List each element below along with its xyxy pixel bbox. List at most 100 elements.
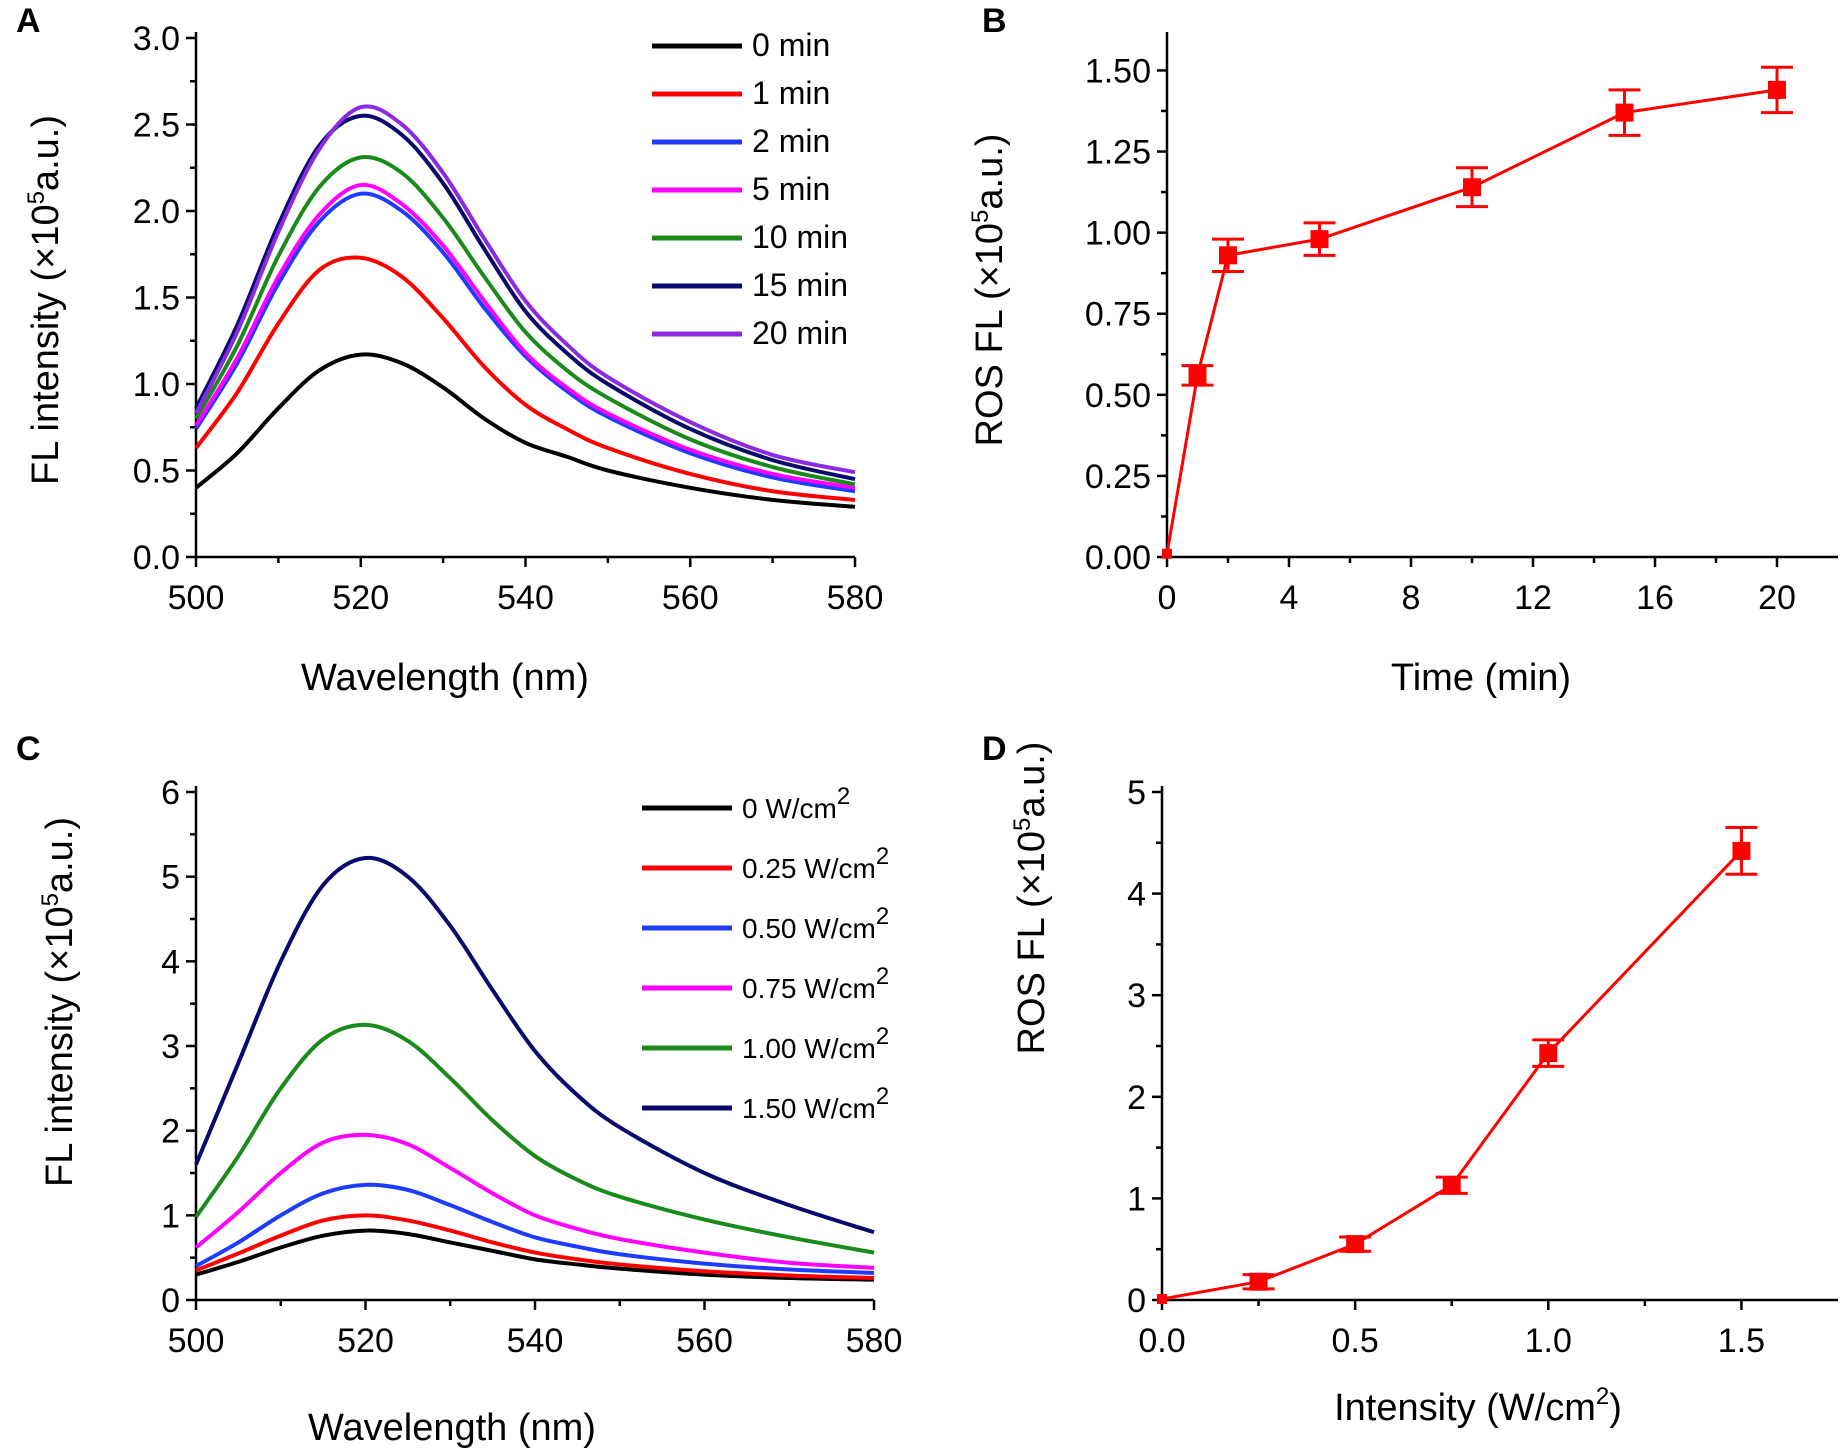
legend-label: 1.50 W/cm2 [742, 1083, 889, 1124]
y-tick-label: 1.25 [1085, 134, 1151, 172]
y-tick-label: 2 [1127, 1079, 1146, 1117]
legend-label: 15 min [752, 267, 848, 303]
x-tick-label: 540 [497, 579, 554, 617]
x-tick-label: 0.0 [1138, 1322, 1185, 1360]
data-point [1162, 548, 1172, 559]
series-line-1.00-w-cm [194, 1022, 875, 1255]
series-line-0.75-w-cm [194, 1132, 875, 1270]
series-connector [1161, 849, 1743, 1301]
data-point [1768, 80, 1786, 99]
series-line-1-min [194, 255, 856, 502]
x-tick-label: 12 [1514, 579, 1552, 617]
panel-label-b: B [982, 2, 1007, 40]
y-tick-label: 0.50 [1085, 377, 1151, 415]
y-tick-label: 1 [161, 1197, 180, 1235]
panel-b: 0.00 0.25 0.50 0.75 1.00 1.25 1.50 0 4 8 12 16 20 [1085, 32, 1838, 617]
y-tick-label: 4 [161, 943, 180, 981]
legend-label: 1.00 W/cm2 [742, 1023, 889, 1064]
y-tick-label: 2.0 [133, 193, 180, 231]
panel-label-a: A [16, 2, 41, 40]
y-tick-label: 5 [1127, 774, 1146, 812]
data-point [1442, 1176, 1461, 1195]
x-tick-label: 500 [168, 1322, 225, 1360]
panel-label-c: C [16, 730, 41, 768]
y-tick-label: 1.5 [133, 280, 180, 318]
y-tick-label: 2 [161, 1113, 180, 1151]
data-point [1732, 841, 1751, 860]
legend-label: 0 min [752, 27, 830, 63]
panel-d-x-axis-label: Intensity (W/cm2) [1334, 1383, 1622, 1429]
y-tick-label: 3 [1127, 977, 1146, 1015]
data-point [1219, 246, 1237, 265]
y-tick-label: 0 [1127, 1282, 1146, 1320]
panel-label-d: D [982, 730, 1007, 768]
panel-d-y-axis-label: ROS FL (×105a.u.) [1009, 742, 1053, 1055]
data-point [1157, 1293, 1167, 1304]
panel-d: 0 1 2 3 4 5 0.0 0.5 1.0 1.5 [1127, 774, 1838, 1360]
x-tick-label: 0 [1158, 579, 1177, 617]
y-tick-label: 0.00 [1085, 539, 1151, 577]
series-connector [1165, 88, 1778, 555]
panel-a-y-axis-label: FL intensity (×105a.u.) [23, 115, 67, 485]
series-line-0.50-w-cm [195, 1182, 875, 1275]
series-line-15-min [194, 113, 856, 482]
legend-label: 2 min [752, 123, 830, 159]
legend-label: 1 min [752, 75, 830, 111]
y-tick-label: 0 [161, 1282, 180, 1320]
data-point [1249, 1272, 1268, 1291]
panel-c-x-axis-label: Wavelength (nm) [308, 1407, 596, 1449]
y-tick-label: 3 [161, 1028, 180, 1066]
x-tick-label: 4 [1280, 579, 1299, 617]
y-tick-label: 1.50 [1085, 52, 1151, 90]
y-tick-label: 2.5 [133, 107, 180, 145]
x-tick-label: 540 [507, 1322, 564, 1360]
y-tick-label: 1.0 [133, 366, 180, 404]
x-tick-label: 1.0 [1525, 1322, 1572, 1360]
panel-a-x-axis-label: Wavelength (nm) [301, 657, 589, 699]
x-tick-label: 1.5 [1718, 1322, 1765, 1360]
data-point [1188, 366, 1207, 385]
data-point [1310, 230, 1329, 249]
y-tick-label: 1.00 [1085, 215, 1151, 253]
x-tick-label: 520 [337, 1322, 394, 1360]
x-tick-label: 8 [1402, 579, 1421, 617]
legend-label: 0.75 W/cm2 [742, 963, 889, 1004]
series-line-0.25-w-cm [195, 1213, 875, 1280]
y-tick-label: 0.5 [133, 453, 180, 491]
x-tick-label: 20 [1758, 579, 1796, 617]
series-line-0-w-cm [195, 1228, 875, 1282]
series-line-5-min [194, 182, 856, 490]
y-tick-label: 5 [161, 859, 180, 897]
series-line-10-min [194, 154, 856, 487]
panel-a-legend: 0 min 1 min 2 min 5 min 10 min 15 min 20 min [652, 27, 848, 351]
x-tick-label: 500 [168, 579, 225, 617]
y-tick-label: 4 [1127, 876, 1146, 914]
data-point [1539, 1044, 1558, 1063]
legend-label: 0.25 W/cm2 [742, 843, 889, 884]
series-line-2-min [194, 191, 856, 494]
data-point [1463, 178, 1481, 197]
legend-label: 0.50 W/cm2 [742, 903, 889, 944]
x-tick-label: 580 [846, 1322, 903, 1360]
panel-b-y-axis-label: ROS FL (×105a.u.) [967, 134, 1011, 447]
y-tick-label: 0.75 [1085, 296, 1151, 334]
y-tick-label: 0.25 [1085, 458, 1151, 496]
x-tick-label: 580 [827, 579, 884, 617]
series-line-0-min [194, 352, 856, 509]
x-tick-label: 0.5 [1332, 1322, 1379, 1360]
data-point [1615, 103, 1634, 122]
legend-label: 20 min [752, 315, 848, 351]
panel-b-x-axis-label: Time (min) [1391, 657, 1571, 699]
x-tick-label: 16 [1636, 579, 1674, 617]
panel-c-legend: 0 W/cm2 0.25 W/cm2 0.50 W/cm2 0.75 W/cm2 1.0… [642, 783, 889, 1124]
y-tick-label: 3.0 [133, 20, 180, 58]
legend-label: 0 W/cm2 [742, 783, 850, 824]
legend-label: 5 min [752, 171, 830, 207]
x-tick-label: 560 [662, 579, 719, 617]
legend-label: 10 min [752, 219, 848, 255]
x-tick-label: 520 [332, 579, 389, 617]
series-line-20-min [194, 104, 856, 475]
